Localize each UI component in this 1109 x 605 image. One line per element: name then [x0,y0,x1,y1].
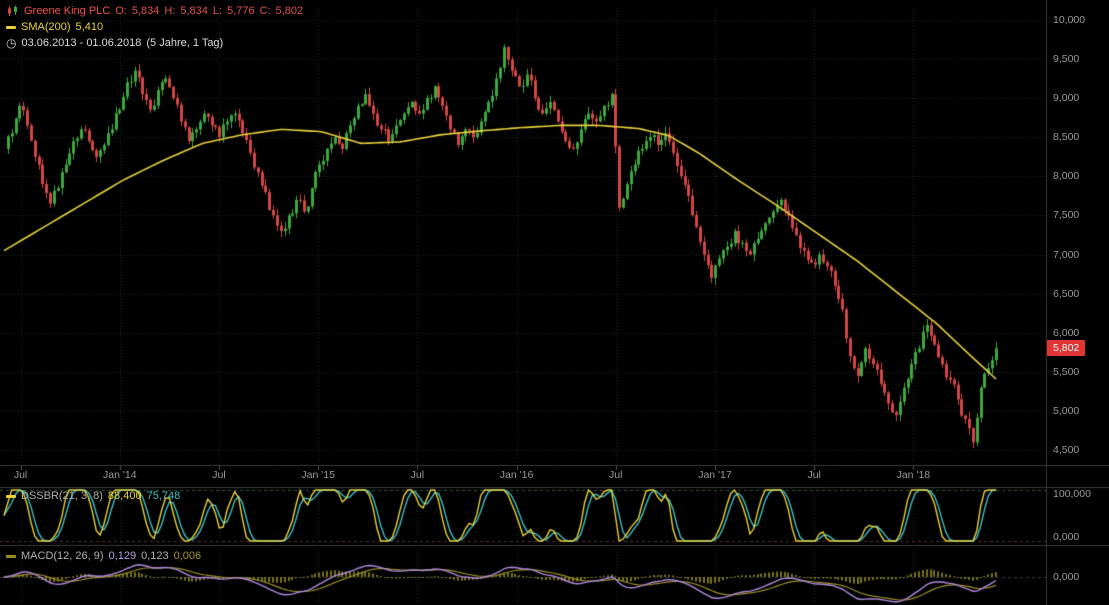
time-axis-tick: Jan '18 [896,469,931,481]
clock-icon: ◷ [6,35,17,50]
price-axis-tick: 9,500 [1053,52,1080,65]
price-axis-tick: 8,000 [1053,170,1080,183]
time-axis-tick: Jul [13,469,28,481]
price-axis-tick: 8,500 [1053,131,1080,144]
close-label: C: [259,5,271,17]
open-value: 5,834 [131,5,160,17]
time-axis-tick: Jul [410,469,425,481]
macd-legend[interactable]: MACD(12, 26, 9) 0,129 0,123 0,006 [6,550,201,562]
dssbr-legend[interactable]: DSSBR(21, 3, 8) 88,400 75,748 [6,490,180,502]
macd-value-line: 0,129 [108,550,137,562]
time-axis-tick: Jul [609,469,623,481]
dssbr-axis-tick: 100,000 [1053,488,1091,500]
open-label: O: [115,5,127,17]
price-axis-tick: 7,000 [1053,248,1080,261]
time-axis-tick: Jul [807,469,821,481]
dssbr-line-icon [6,494,16,498]
instrument-name: Greene King PLC [24,5,111,17]
time-axis-tick: Jan '14 [103,469,137,481]
low-label: L: [212,5,223,17]
sma-value: 5,410 [75,21,104,33]
price-axis-tick: 7,500 [1053,209,1080,222]
high-label: H: [164,5,176,17]
macd-label: MACD(12, 26, 9) [21,550,104,562]
dssbr-value-fast: 88,400 [107,490,142,502]
price-axis-tick: 9,000 [1053,92,1080,105]
candlestick-icon [8,5,17,16]
sma-legend[interactable]: SMA(200) 5,410 [6,21,103,33]
time-axis-tick: Jul [212,469,226,481]
price-axis-tick: 10,000 [1053,13,1086,26]
date-range-detail: (5 Jahre, 1 Tag) [146,37,224,49]
time-axis-tick: Jan '16 [499,469,534,481]
price-axis-tick: 5,000 [1053,405,1080,418]
macd-line-icon [6,554,16,558]
price-axis-tick: 6,500 [1053,287,1080,300]
date-range: 03.06.2013 - 01.06.2018 [21,37,142,49]
sma-label: SMA(200) [21,21,71,33]
macd-value-hist: 0,006 [173,550,202,562]
close-value: 5,802 [275,5,304,17]
instrument-legend[interactable]: Greene King PLC O: 5,834 H: 5,834 L: 5,7… [6,5,303,17]
price-axis-tick: 4,500 [1053,444,1080,457]
macd-value-signal: 0,123 [141,550,169,562]
dssbr-axis-tick: 0,000 [1053,531,1080,543]
price-axis-tick: 6,000 [1053,326,1080,339]
time-axis-tick: Jan '15 [301,469,335,481]
last-price-badge: 5,802 [1047,340,1086,357]
dssbr-value-slow: 75,748 [146,490,181,502]
sma-line-icon [6,25,16,29]
macd-axis-tick: 0,000 [1053,571,1080,583]
dssbr-label: DSSBR(21, 3, 8) [21,490,103,502]
low-value: 5,776 [227,5,255,17]
date-range-legend[interactable]: ◷ 03.06.2013 - 01.06.2018 (5 Jahre, 1 Ta… [6,35,224,50]
time-axis-tick: Jan '17 [698,469,732,481]
price-axis-tick: 5,500 [1053,365,1080,378]
high-value: 5,834 [180,5,208,17]
